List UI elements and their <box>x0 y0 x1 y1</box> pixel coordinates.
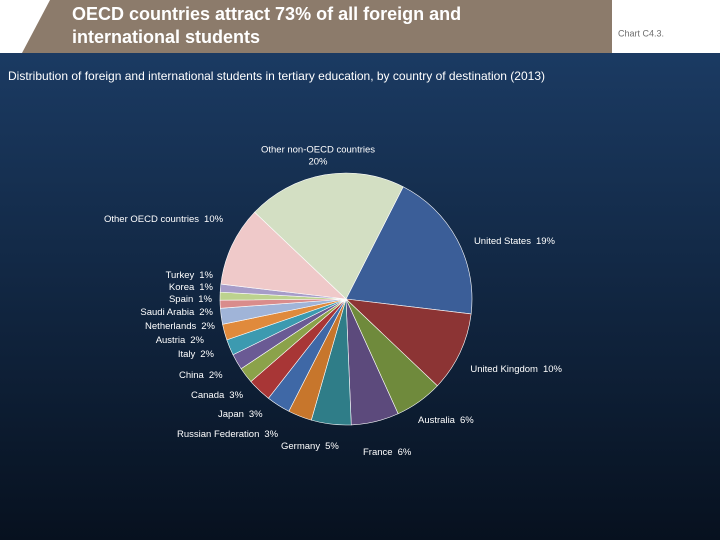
category-name: Other OECD countries <box>104 214 199 225</box>
slice-label: Turkey 1% <box>166 270 214 281</box>
slice-label: Other OECD countries 10% <box>104 214 224 225</box>
category-name: Korea <box>169 282 195 293</box>
slide-title: OECD countries attract 73% of all foreig… <box>72 4 461 24</box>
category-name: United Kingdom <box>470 364 538 375</box>
value-label: 2% <box>201 321 215 332</box>
slice-label: Canada 3% <box>191 390 244 401</box>
slice-label: Netherlands 2% <box>145 321 216 332</box>
pie-slice <box>345 186 473 315</box>
slice-label: United States 19% <box>474 236 556 247</box>
slice-label: Austria 2% <box>156 335 205 346</box>
value-label: 6% <box>460 415 474 426</box>
slice-label: Russian Federation 3% <box>177 429 279 440</box>
slice-label: Germany 5% <box>281 441 339 452</box>
slice-value-label: 20% <box>308 157 328 168</box>
slice-label: Italy 2% <box>178 349 215 360</box>
chart-id: Chart C4.3. <box>618 28 664 38</box>
category-name: Italy <box>178 349 196 360</box>
value-label: 10% <box>204 214 224 225</box>
value-label: 2% <box>209 370 223 381</box>
slice-label: France 6% <box>363 447 412 458</box>
slice-label: United Kingdom 10% <box>470 364 562 375</box>
value-label: 1% <box>199 270 213 281</box>
slice-label: China 2% <box>179 370 223 381</box>
value-label: 3% <box>249 409 263 420</box>
category-name: China <box>179 370 205 381</box>
labels: United States 19% United Kingdom 10% Austral… <box>104 145 563 458</box>
value-label: 2% <box>190 335 204 346</box>
value-label: 1% <box>199 282 213 293</box>
value-label: 19% <box>536 236 556 247</box>
slice-label: Australia 6% <box>418 415 474 426</box>
title-banner <box>22 0 612 53</box>
pie-slice <box>254 172 404 300</box>
pie <box>219 172 473 426</box>
slice-label: Saudi Arabia 2% <box>140 307 213 318</box>
slice-label: Other non-OECD countries <box>261 145 375 156</box>
value-label: 3% <box>264 429 278 440</box>
pie-slice <box>220 211 347 300</box>
value-label: 1% <box>198 294 212 305</box>
category-name: Saudi Arabia <box>140 307 195 318</box>
category-name: France <box>363 447 393 458</box>
value-label: 10% <box>543 364 563 375</box>
category-name: Japan <box>218 409 244 420</box>
category-name: Australia <box>418 415 456 426</box>
slice-label: Korea 1% <box>169 282 214 293</box>
value-label: 5% <box>325 441 339 452</box>
pie-slice <box>345 298 472 387</box>
value-label: 3% <box>229 390 243 401</box>
slice-label: Spain 1% <box>169 294 213 305</box>
category-name: Russian Federation <box>177 429 259 440</box>
category-name: United States <box>474 236 531 247</box>
value-label: 2% <box>199 307 213 318</box>
category-name: Germany <box>281 441 320 452</box>
chart-title: Distribution of foreign and internationa… <box>8 69 545 83</box>
value-label: 2% <box>200 349 214 360</box>
category-name: Austria <box>156 335 186 346</box>
category-name: Netherlands <box>145 321 196 332</box>
slice-label: Japan 3% <box>218 409 263 420</box>
category-name: Turkey <box>166 270 195 281</box>
category-name: Canada <box>191 390 225 401</box>
category-name: Spain <box>169 294 193 305</box>
value-label: 6% <box>398 447 412 458</box>
slide-title: international students <box>72 27 260 47</box>
